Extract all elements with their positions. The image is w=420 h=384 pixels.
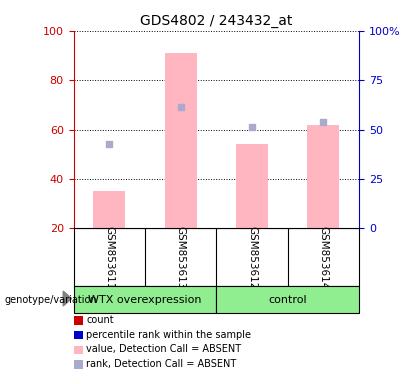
Text: value, Detection Call = ABSENT: value, Detection Call = ABSENT — [86, 344, 241, 354]
Point — [106, 141, 113, 147]
Text: GSM853612: GSM853612 — [247, 225, 257, 289]
Point — [177, 104, 184, 111]
Bar — [236, 144, 268, 228]
Bar — [93, 191, 125, 228]
Text: GSM853611: GSM853611 — [104, 225, 114, 289]
Polygon shape — [63, 291, 71, 306]
Point — [320, 119, 327, 125]
Title: GDS4802 / 243432_at: GDS4802 / 243432_at — [140, 14, 292, 28]
Text: genotype/variation: genotype/variation — [4, 295, 97, 305]
Bar — [216, 286, 359, 313]
Bar — [307, 125, 339, 228]
Text: control: control — [268, 295, 307, 305]
Bar — [74, 286, 216, 313]
Text: GSM853614: GSM853614 — [318, 225, 328, 289]
Text: count: count — [86, 315, 114, 325]
Bar — [165, 53, 197, 228]
Text: rank, Detection Call = ABSENT: rank, Detection Call = ABSENT — [86, 359, 236, 369]
Point — [249, 124, 255, 130]
Text: WTX overexpression: WTX overexpression — [88, 295, 202, 305]
Text: GSM853613: GSM853613 — [176, 225, 186, 289]
Text: percentile rank within the sample: percentile rank within the sample — [86, 330, 251, 340]
